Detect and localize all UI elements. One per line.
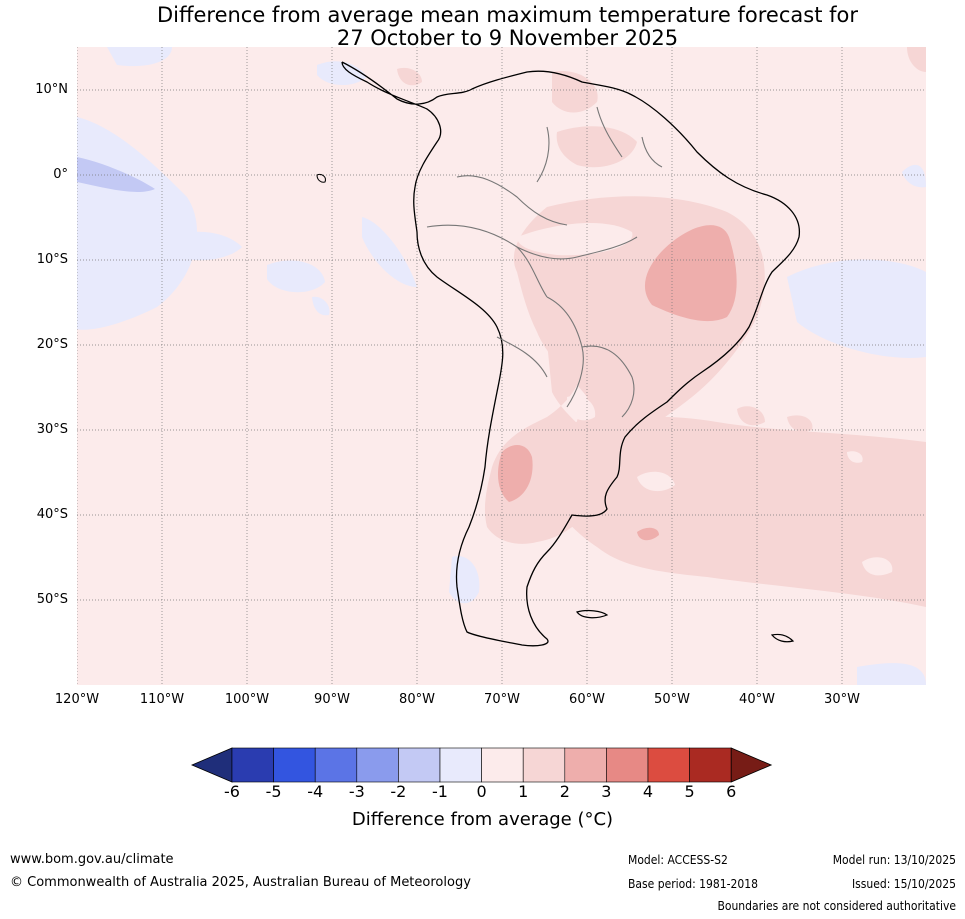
colorbar-extend-high (730, 747, 773, 783)
issued-date: Issued: 15/10/2025 (851, 877, 956, 891)
lat-label-20s: 20°S (36, 337, 68, 352)
neutral-pocket-south-atlantic (862, 557, 893, 576)
colorbar-tick-label: -4 (307, 782, 324, 801)
colorbar-tick-label: -2 (390, 782, 407, 801)
strong-warm-anomaly-brazil (644, 225, 737, 322)
map-title: Difference from average mean maximum tem… (0, 4, 965, 50)
colorbar-segment (273, 747, 316, 783)
lon-label-40w: 40°W (739, 692, 775, 707)
colorbar-label: Difference from average (°C) (351, 809, 614, 830)
colorbar-tick-label: 2 (559, 782, 570, 801)
lon-label-100w: 100°W (224, 692, 270, 707)
colorbar-segment (564, 747, 607, 783)
strong-warm-anomaly-patch (637, 527, 659, 541)
warm-anomaly-patch-1 (737, 406, 765, 426)
lat-label-10s: 10°S (36, 252, 68, 267)
colorbar-segment (398, 747, 441, 783)
cool-anomaly-patch-1 (167, 231, 242, 261)
colorbar-tick-label: 5 (684, 782, 695, 801)
graticule (77, 47, 926, 685)
copyright-notice: © Commonwealth of Australia 2025, Austra… (10, 875, 471, 890)
cool-anomaly-patch-4 (902, 164, 926, 188)
colorbar-segment (647, 747, 690, 783)
lon-label-30w: 30°W (824, 692, 860, 707)
colorbar-tick-label: -6 (224, 782, 240, 801)
lat-label-50s: 50°S (36, 592, 68, 607)
model-name: Model: ACCESS-S2 (628, 853, 728, 867)
colorbar-tick-label: 4 (642, 782, 654, 801)
warm-anomaly-caribbean (397, 67, 422, 86)
colorbar-segment (231, 747, 274, 783)
neutral-pocket-amazon (517, 222, 633, 256)
colorbar-segment (606, 747, 649, 783)
cool-anomaly-patch-5 (857, 663, 926, 685)
lon-label-60w: 60°W (569, 692, 605, 707)
neutral-pocket-paraguay (567, 395, 596, 421)
cool-anomaly-strong-east-pacific (77, 157, 155, 192)
map-svg (77, 47, 926, 685)
colorbar-tick-label: -1 (432, 782, 448, 801)
colorbar (190, 747, 773, 783)
south-georgia-island (770, 633, 795, 643)
cool-anomaly-central-america (317, 61, 367, 86)
colorbar-tick-label: -3 (348, 782, 365, 801)
colorbar-segment (356, 747, 399, 783)
forecast-map (77, 47, 926, 685)
country-borders (426, 106, 663, 418)
warm-anomaly-venezuela (552, 71, 598, 113)
neutral-pocket-rio-de-la-plata (637, 471, 675, 492)
galapagos-islands (316, 174, 326, 183)
colorbar-tick-label: 6 (726, 782, 737, 801)
neutral-pocket-patch (847, 451, 863, 463)
title-line-2: 27 October to 9 November 2025 (336, 26, 679, 50)
model-run-date: Model run: 13/10/2025 (832, 853, 956, 867)
colorbar-segment (689, 747, 732, 783)
cool-anomaly-patch-3 (312, 296, 330, 316)
warm-anomaly-guyana (556, 126, 637, 168)
colorbar-tick-label: -5 (265, 782, 282, 801)
colorbar-segment (314, 747, 358, 783)
lon-label-80w: 80°W (399, 692, 435, 707)
lon-label-70w: 70°W (484, 692, 520, 707)
cool-anomaly-south-atlantic (787, 259, 926, 358)
cool-anomaly-north-pacific (107, 47, 172, 67)
lat-label-0: 0° (53, 167, 68, 182)
warm-anomaly-patch-3 (907, 47, 926, 72)
lon-label-90w: 90°W (314, 692, 350, 707)
colorbar-extend-low (190, 747, 233, 783)
colorbar-tick-label: 1 (518, 782, 529, 801)
lat-label-30s: 30°S (36, 422, 68, 437)
cool-anomaly-patch-2 (267, 260, 325, 293)
lon-label-50w: 50°W (654, 692, 690, 707)
strong-warm-anomaly-argentina (497, 445, 533, 502)
colorbar-segment (481, 747, 524, 783)
colorbar-segment (522, 747, 566, 783)
colorbar-segment (439, 747, 482, 783)
lat-label-40s: 40°S (36, 507, 68, 522)
lat-label-10n: 10°N (35, 82, 68, 97)
warm-anomaly-patch-2 (787, 415, 813, 432)
lon-label-110w: 110°W (139, 692, 185, 707)
colorbar-segments (190, 747, 773, 783)
warm-anomaly-south-atlantic (546, 416, 926, 607)
lon-label-120w: 120°W (54, 692, 100, 707)
colorbar-tick-label: 0 (476, 782, 487, 801)
south-america-coastline (341, 61, 800, 647)
base-period: Base period: 1981-2018 (628, 877, 759, 891)
cool-anomaly-peru-coast (362, 217, 417, 287)
website-link[interactable]: www.bom.gov.au/climate (10, 852, 174, 867)
title-line-1: Difference from average mean maximum tem… (157, 3, 858, 27)
boundaries-disclaimer: Boundaries are not considered authoritat… (717, 899, 956, 913)
falkland-islands (576, 609, 609, 619)
colorbar-tick-label: 3 (601, 782, 612, 801)
